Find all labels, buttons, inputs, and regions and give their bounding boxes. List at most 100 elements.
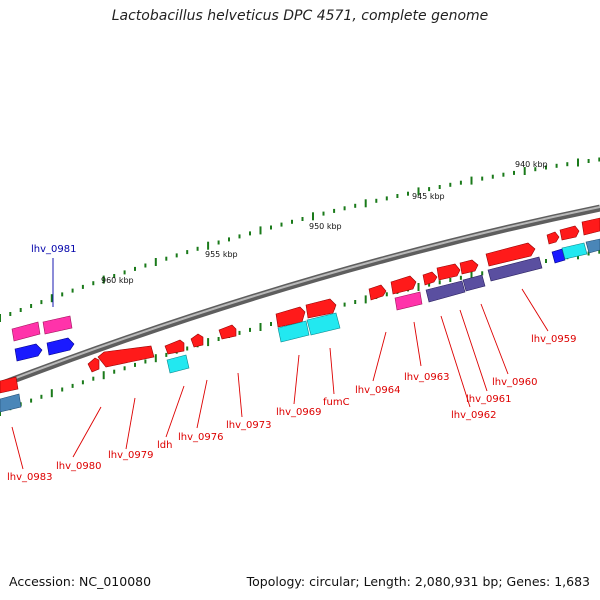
gene-label-lhv-0961[interactable]: lhv_0961	[466, 394, 511, 405]
inner-scale-tick	[71, 383, 74, 388]
gene-purple-f2[interactable]	[462, 274, 486, 292]
outer-scale-tick	[238, 234, 241, 239]
gene-label-lhv-0973[interactable]: lhv_0973	[226, 420, 271, 431]
scale-label-945: 945 kbp	[412, 192, 445, 201]
gene-red-r4[interactable]	[164, 339, 185, 355]
gene-purple-f3[interactable]	[487, 256, 543, 282]
gene-red-f4[interactable]	[390, 275, 417, 295]
reverse-genes	[0, 312, 341, 413]
outer-scale-tick	[312, 212, 314, 221]
inner-scale-tick	[545, 259, 547, 263]
outer-scale-tick	[71, 288, 74, 293]
outer-scale-tick	[428, 187, 431, 192]
inner-scale-tick	[102, 371, 105, 380]
outer-scale-tick	[375, 198, 378, 203]
gene-red-f11[interactable]	[581, 217, 600, 236]
gene-red-f10[interactable]	[559, 225, 580, 241]
outer-scale-tick	[61, 292, 64, 297]
gene-red-r2[interactable]	[87, 357, 100, 373]
gene-label-lhv-0980[interactable]: lhv_0980	[56, 461, 101, 472]
gene-red-f5[interactable]	[422, 271, 438, 286]
gene-lhv-0981-a[interactable]	[11, 321, 41, 342]
inner-scale-tick	[186, 346, 189, 351]
gene-red-f1[interactable]	[275, 306, 306, 328]
forward-genes	[11, 217, 600, 342]
genome-backbone-highlight	[0, 206, 600, 385]
outer-scale-tick	[144, 263, 147, 268]
gene-blue-f1[interactable]	[14, 343, 43, 362]
outer-scale-tick	[259, 226, 262, 235]
outer-scale-tick	[40, 300, 43, 305]
gene-label-lhv-0960[interactable]: lhv_0960	[492, 377, 537, 388]
inner-scale-tick	[154, 354, 157, 363]
gene-red-f8[interactable]	[485, 242, 536, 267]
gene-label-lhv-0983[interactable]: lhv_0983	[7, 472, 52, 483]
gene-red-f9[interactable]	[546, 231, 560, 245]
outer-scale-tick	[0, 314, 1, 322]
outer-scale-tick	[123, 270, 126, 275]
gene-label-lhv-0962[interactable]: lhv_0962	[451, 410, 496, 421]
inner-scale-tick	[144, 359, 147, 364]
inner-scale-tick	[238, 330, 241, 335]
outer-scale-tick	[291, 219, 293, 224]
outer-scale-tick	[545, 165, 547, 170]
gene-blue-f2[interactable]	[46, 337, 75, 356]
genome-backbone	[0, 204, 600, 389]
outer-scale-tick	[175, 253, 178, 258]
outer-scale-tick	[322, 211, 325, 216]
gene-cyan-f1[interactable]	[561, 242, 588, 260]
gene-label-lhv-0963[interactable]: lhv_0963	[404, 372, 449, 383]
outer-scale-tick	[534, 167, 537, 172]
gene-label-lhv-0964[interactable]: lhv_0964	[355, 385, 400, 396]
gene-steel-r1[interactable]	[0, 393, 22, 413]
gene-lhv-0981-b[interactable]	[42, 315, 73, 335]
gene-blue-f3[interactable]	[551, 248, 566, 264]
gene-magenta-f1[interactable]	[394, 291, 423, 311]
gene-purple-f1[interactable]	[425, 280, 466, 303]
gene-red-f6[interactable]	[436, 263, 461, 281]
inner-scale-tick	[61, 387, 64, 392]
gene-label-fumc[interactable]: fumC	[323, 397, 350, 408]
inner-scale-tick	[481, 271, 484, 276]
inner-scale-tick	[449, 278, 452, 282]
inner-scale-tick	[364, 295, 367, 304]
scale-label-940: 940 kbp	[515, 160, 548, 169]
gene-red-r5[interactable]	[190, 333, 204, 348]
gene-red-r6[interactable]	[218, 324, 237, 340]
scale-label-960: 960 kbp	[101, 276, 134, 285]
gene-label-lhv-0979[interactable]: lhv_0979	[108, 450, 153, 461]
outer-scale-tick	[566, 162, 569, 167]
gene-cyan-r2[interactable]	[277, 320, 310, 343]
gene-label-lhv-0959[interactable]: lhv_0959	[531, 334, 576, 345]
outer-scale-tick	[354, 203, 357, 208]
forward-genes-row2	[14, 238, 600, 362]
outer-scale-ticks	[0, 157, 600, 322]
gene-labels: lhv_0981 lhv_0959 lhv_0960 lhv_0961 lhv_…	[7, 244, 576, 483]
gene-red-r3[interactable]	[97, 345, 155, 368]
gene-steel-f1[interactable]	[585, 238, 600, 254]
inner-scale-tick	[343, 302, 346, 307]
gene-label-lhv-0976[interactable]: lhv_0976	[178, 432, 223, 443]
inner-scale-tick	[30, 398, 33, 403]
gene-red-f3[interactable]	[368, 284, 387, 301]
gene-cyan-r3[interactable]	[306, 312, 341, 336]
inner-scale-tick	[123, 366, 126, 371]
inner-scale-tick	[385, 292, 388, 297]
gene-label-lhv-0969[interactable]: lhv_0969	[276, 407, 321, 418]
gene-red-f2[interactable]	[305, 298, 337, 319]
gene-red-r1[interactable]	[0, 376, 19, 394]
outer-scale-tick	[459, 180, 462, 185]
gene-red-f7[interactable]	[459, 259, 479, 275]
outer-scale-tick	[249, 231, 251, 236]
outer-scale-tick	[301, 217, 304, 221]
inner-scale-tick	[40, 394, 43, 399]
scale-label-950: 950 kbp	[309, 222, 342, 231]
inner-scale-tick	[207, 338, 210, 347]
gene-cyan-r1[interactable]	[166, 354, 190, 374]
gene-label-ldh[interactable]: ldh	[157, 440, 172, 451]
gene-label-lhv-0981[interactable]: lhv_0981	[31, 244, 76, 255]
outer-scale-tick	[470, 176, 473, 185]
inner-scale-tick	[417, 283, 420, 291]
outer-scale-tick	[385, 196, 388, 201]
